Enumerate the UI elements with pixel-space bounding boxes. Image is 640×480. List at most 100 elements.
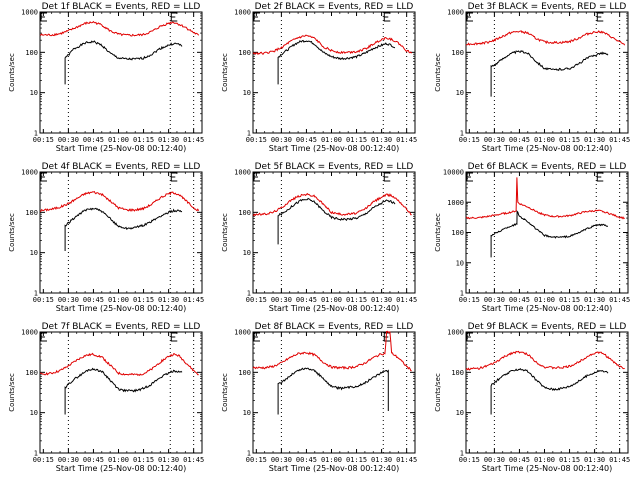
e-marker: [253, 12, 260, 22]
x-tick-label: 00:45: [296, 456, 317, 464]
x-tick-label: 01:15: [133, 296, 154, 304]
series-line-events: [64, 207, 183, 251]
chart-panel-1: Det 1f BLACK = Events, RED = LLD 1 10 100 10…: [8, 2, 204, 153]
x-tick-label: 01:45: [609, 456, 630, 464]
y-tick-label: 1: [34, 130, 38, 138]
plot-frame: [465, 11, 629, 134]
x-axis-label: Start Time (25-Nov-08 00:12:40): [269, 464, 399, 473]
chart-panel-6: Det 6f BLACK = Events, RED = LLD 1 10 100 10…: [434, 162, 630, 313]
x-axis-label: Start Time (25-Nov-08 00:12:40): [482, 464, 612, 473]
plot-frame: [252, 11, 416, 134]
x-tick-label: 01:30: [158, 296, 179, 304]
y-tick-label: 1: [34, 290, 38, 298]
x-axis-label: Start Time (25-Nov-08 00:12:40): [56, 144, 186, 153]
x-tick-label: 00:30: [484, 456, 505, 464]
x-tick-label: 00:15: [246, 296, 267, 304]
x-tick-label: 01:30: [584, 456, 605, 464]
x-tick-label: 00:30: [271, 456, 292, 464]
e-marker: [466, 172, 473, 182]
x-tick-label: 01:00: [108, 136, 129, 144]
y-tick-label: 100: [25, 209, 38, 217]
x-tick-label: 01:00: [321, 456, 342, 464]
e-marker: [40, 12, 47, 22]
x-tick-label: 00:30: [58, 136, 79, 144]
chart-title: Det 3f BLACK = Events, RED = LLD: [468, 2, 627, 12]
x-tick-label: 00:45: [509, 296, 530, 304]
series-line-lld: [465, 177, 625, 220]
y-axis-label: Counts/sec: [221, 213, 229, 252]
y-axis-label: Counts/sec: [221, 53, 229, 92]
x-tick-label: 00:30: [271, 136, 292, 144]
chart-title: Det 5f BLACK = Events, RED = LLD: [255, 162, 414, 172]
x-tick-label: 00:45: [296, 296, 317, 304]
e-marker: [596, 172, 604, 182]
y-tick-label: 100: [25, 49, 38, 57]
y-tick-label: 10: [30, 249, 38, 257]
series-line-lld: [465, 350, 625, 371]
e-marker: [466, 12, 473, 22]
x-tick-label: 01:30: [371, 136, 392, 144]
chart-title: Det 1f BLACK = Events, RED = LLD: [42, 2, 201, 12]
y-tick-label: 1: [460, 290, 464, 298]
e-marker: [383, 172, 391, 182]
y-tick-label: 10: [243, 89, 251, 97]
series-line-events: [277, 39, 396, 85]
series-line-lld: [252, 192, 412, 217]
e-marker: [383, 12, 391, 22]
chart-panel-2: Det 2f BLACK = Events, RED = LLD 1 10 100 10…: [221, 2, 417, 153]
y-tick-label: 10: [30, 409, 38, 417]
x-tick-label: 01:30: [584, 296, 605, 304]
x-tick-label: 01:45: [396, 296, 417, 304]
y-tick-label: 1: [460, 130, 464, 138]
x-tick-label: 00:30: [271, 296, 292, 304]
x-tick-label: 00:45: [83, 136, 104, 144]
chart-title: Det 7f BLACK = Events, RED = LLD: [42, 322, 201, 332]
y-tick-label: 1: [247, 130, 251, 138]
plot-frame: [465, 171, 629, 294]
series-line-lld: [465, 30, 626, 46]
x-tick-label: 00:45: [509, 456, 530, 464]
y-tick-label: 10: [30, 89, 38, 97]
y-tick-label: 10: [243, 409, 251, 417]
y-axis-label: Counts/sec: [434, 53, 442, 92]
x-tick-label: 01:30: [371, 296, 392, 304]
x-axis-label: Start Time (25-Nov-08 00:12:40): [56, 304, 186, 313]
x-tick-label: 01:45: [609, 136, 630, 144]
y-tick-label: 10: [456, 409, 464, 417]
y-tick-label: 100: [451, 369, 464, 377]
chart-title: Det 4f BLACK = Events, RED = LLD: [42, 162, 201, 172]
chart-title: Det 2f BLACK = Events, RED = LLD: [255, 2, 414, 12]
x-tick-label: 01:00: [108, 296, 129, 304]
y-axis-label: Counts/sec: [221, 373, 229, 412]
y-axis-label: Counts/sec: [8, 373, 16, 412]
x-tick-label: 01:45: [183, 456, 204, 464]
x-tick-label: 00:45: [509, 136, 530, 144]
e-marker: [170, 172, 178, 182]
chart-panel-3: Det 3f BLACK = Events, RED = LLD 1 10 100 10…: [434, 2, 630, 153]
y-axis-label: Counts/sec: [8, 53, 16, 92]
x-tick-label: 01:00: [108, 456, 129, 464]
y-tick-label: 100: [451, 229, 464, 237]
e-marker: [253, 332, 260, 342]
chart-panel-8: Det 8f BLACK = Events, RED = LLD 1 10 100 10…: [221, 322, 417, 473]
e-marker: [40, 332, 47, 342]
chart-panel-7: Det 7f BLACK = Events, RED = LLD 1 10 100 10…: [8, 322, 204, 473]
x-tick-label: 01:45: [183, 296, 204, 304]
y-tick-label: 100: [238, 209, 251, 217]
x-tick-label: 00:15: [33, 296, 54, 304]
x-tick-label: 00:15: [459, 296, 480, 304]
x-tick-label: 01:15: [346, 136, 367, 144]
plot-frame: [465, 331, 629, 454]
e-marker: [596, 12, 604, 22]
plot-frame: [39, 331, 203, 454]
chart-title: Det 8f BLACK = Events, RED = LLD: [255, 322, 414, 332]
e-marker: [170, 12, 178, 22]
x-tick-label: 00:30: [58, 296, 79, 304]
x-tick-label: 01:45: [396, 136, 417, 144]
x-tick-label: 00:15: [33, 136, 54, 144]
series-line-lld: [252, 34, 413, 56]
y-tick-label: 1000: [234, 329, 251, 337]
x-tick-label: 01:45: [396, 456, 417, 464]
e-marker: [466, 332, 473, 342]
series-line-events: [490, 50, 609, 97]
